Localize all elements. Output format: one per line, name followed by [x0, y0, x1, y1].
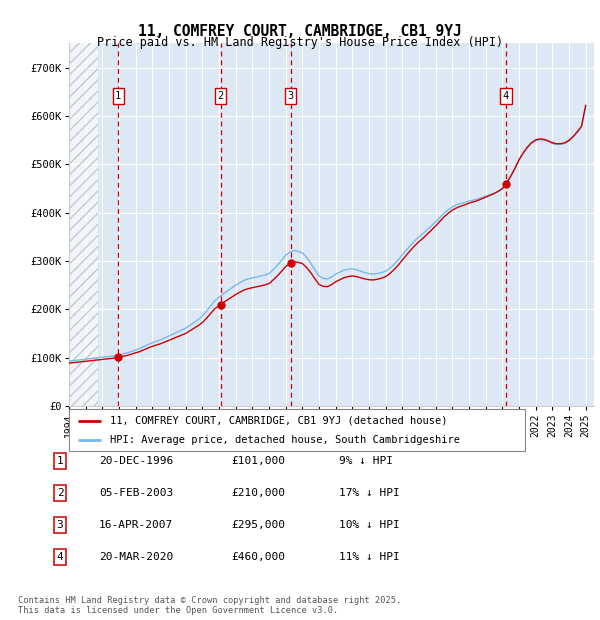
Text: HPI: Average price, detached house, South Cambridgeshire: HPI: Average price, detached house, Sout…	[110, 435, 460, 445]
FancyBboxPatch shape	[69, 409, 525, 451]
Text: 10% ↓ HPI: 10% ↓ HPI	[339, 520, 400, 530]
Text: 2: 2	[218, 91, 224, 101]
Text: 3: 3	[287, 91, 293, 101]
Text: £210,000: £210,000	[231, 488, 285, 498]
Text: 11% ↓ HPI: 11% ↓ HPI	[339, 552, 400, 562]
Text: 1: 1	[115, 91, 121, 101]
Text: 11, COMFREY COURT, CAMBRIDGE, CB1 9YJ: 11, COMFREY COURT, CAMBRIDGE, CB1 9YJ	[138, 24, 462, 38]
Text: 2: 2	[56, 488, 64, 498]
Text: 11, COMFREY COURT, CAMBRIDGE, CB1 9YJ (detached house): 11, COMFREY COURT, CAMBRIDGE, CB1 9YJ (d…	[110, 415, 448, 425]
Bar	[69, 43, 98, 406]
Text: Price paid vs. HM Land Registry's House Price Index (HPI): Price paid vs. HM Land Registry's House …	[97, 36, 503, 49]
Text: £460,000: £460,000	[231, 552, 285, 562]
Text: 3: 3	[56, 520, 64, 530]
Text: £101,000: £101,000	[231, 456, 285, 466]
Text: 16-APR-2007: 16-APR-2007	[99, 520, 173, 530]
Text: 1: 1	[56, 456, 64, 466]
Text: 05-FEB-2003: 05-FEB-2003	[99, 488, 173, 498]
Text: 4: 4	[503, 91, 509, 101]
Text: Contains HM Land Registry data © Crown copyright and database right 2025.
This d: Contains HM Land Registry data © Crown c…	[18, 596, 401, 615]
Text: 4: 4	[56, 552, 64, 562]
Text: 20-DEC-1996: 20-DEC-1996	[99, 456, 173, 466]
Text: 17% ↓ HPI: 17% ↓ HPI	[339, 488, 400, 498]
Text: £295,000: £295,000	[231, 520, 285, 530]
Text: 20-MAR-2020: 20-MAR-2020	[99, 552, 173, 562]
Text: 9% ↓ HPI: 9% ↓ HPI	[339, 456, 393, 466]
